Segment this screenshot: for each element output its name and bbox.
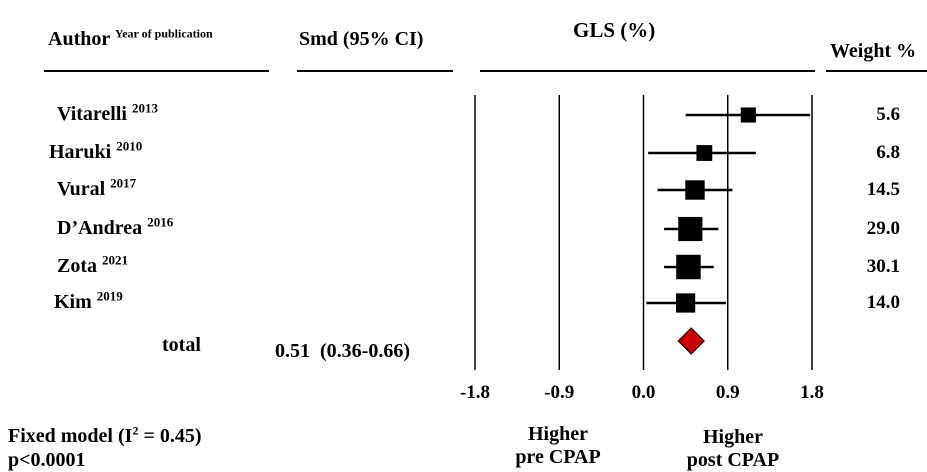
weight-value-3: 29.0 xyxy=(866,218,900,239)
weight-value-0: 5.6 xyxy=(876,104,900,125)
study-year-2: 2017 xyxy=(110,175,137,191)
x-tick-label-4: 1.8 xyxy=(800,382,824,403)
effect-square-1 xyxy=(696,145,713,161)
x-tick-label-3: 0.9 xyxy=(715,382,740,403)
author-header-text: Author xyxy=(48,28,110,50)
study-year-3: 2016 xyxy=(147,214,174,230)
study-year-0: 2013 xyxy=(131,100,158,116)
study-year-5: 2019 xyxy=(96,288,123,304)
x-tick-label-0: -1.8 xyxy=(459,382,491,403)
smd-header: Smd (95% CI) xyxy=(299,28,424,50)
study-year-4: 2021 xyxy=(102,252,128,268)
study-label-1: Haruki 2010 xyxy=(49,138,143,164)
weight-value-2: 14.5 xyxy=(866,179,900,200)
model-line1-sup: 2 xyxy=(132,423,139,438)
study-year-1: 2010 xyxy=(116,138,143,154)
study-author-2: Vural xyxy=(57,178,111,200)
study-author-1: Haruki xyxy=(49,141,117,163)
total-smd: 0.51 (0.36-0.66) xyxy=(275,340,410,363)
model-note: Fixed model (I2 = 0.45) xyxy=(8,423,202,448)
total-label: total xyxy=(162,334,201,356)
gls-header-rule xyxy=(480,70,815,72)
weight-value-1: 6.8 xyxy=(876,142,900,163)
effect-square-4 xyxy=(676,254,701,280)
model-line1-prefix: Fixed model (I xyxy=(8,425,133,447)
direction-right-line1: Higher xyxy=(703,426,763,448)
x-tick-label-2: 0.0 xyxy=(631,382,656,403)
x-tick-label-1: -0.9 xyxy=(544,382,575,403)
direction-left-line2: pre CPAP xyxy=(515,446,601,468)
weight-header-rule xyxy=(826,70,927,72)
study-author-0: Vitarelli xyxy=(57,103,132,125)
total-smd-ci: (0.36-0.66) xyxy=(320,340,410,362)
year-header-text: Year of publication xyxy=(114,26,213,41)
direction-right: Higher post CPAP xyxy=(668,426,798,472)
effect-square-0 xyxy=(740,107,756,123)
effect-square-5 xyxy=(676,293,696,313)
smd-header-rule xyxy=(297,70,453,72)
direction-right-line2: post CPAP xyxy=(686,449,780,471)
direction-left-line1: Higher xyxy=(528,423,588,445)
study-author-4: Zota xyxy=(57,255,102,277)
study-author-3: D’Andrea xyxy=(57,217,148,239)
study-label-5: Kim 2019 xyxy=(54,288,123,314)
author-header: Author Year of publication xyxy=(48,26,213,51)
effect-square-3 xyxy=(678,216,703,242)
pooled-diamond xyxy=(677,327,705,355)
study-author-5: Kim xyxy=(54,291,97,313)
model-line1-suffix: = 0.45) xyxy=(138,425,202,447)
p-value: p<0.0001 xyxy=(8,449,86,471)
weight-header: Weight % xyxy=(830,40,917,62)
study-label-0: Vitarelli 2013 xyxy=(57,100,158,126)
effect-square-2 xyxy=(685,180,705,200)
study-label-2: Vural 2017 xyxy=(57,175,137,201)
direction-left: Higher pre CPAP xyxy=(498,423,618,469)
author-header-rule xyxy=(44,70,269,72)
weight-value-4: 30.1 xyxy=(866,256,900,277)
total-smd-value: 0.51 xyxy=(275,340,310,362)
weight-value-5: 14.0 xyxy=(866,292,900,313)
study-label-4: Zota 2021 xyxy=(57,252,128,278)
gls-header: GLS (%) xyxy=(573,18,656,42)
study-label-3: D’Andrea 2016 xyxy=(57,214,174,240)
